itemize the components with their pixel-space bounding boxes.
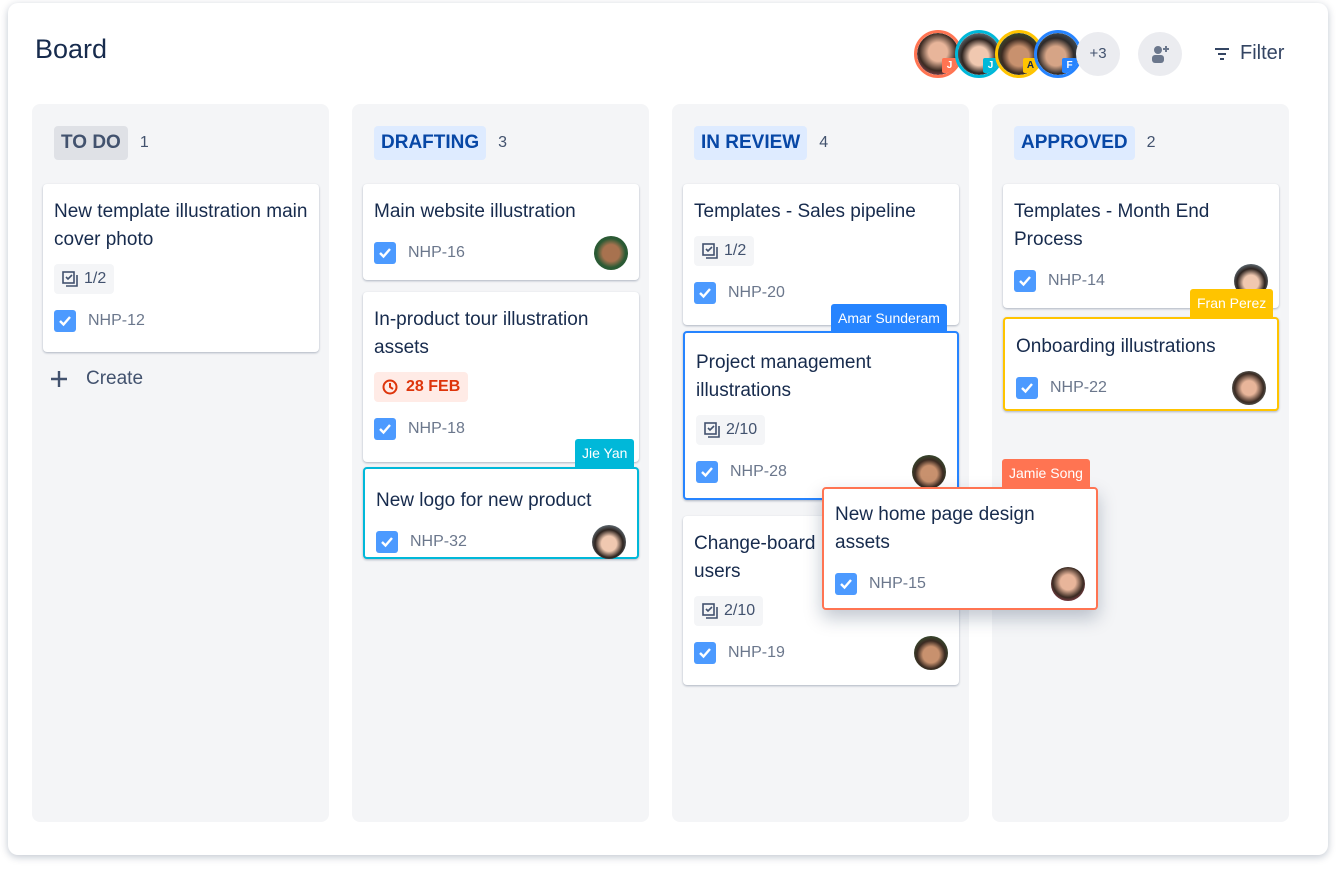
collaborator-cursor-label: Amar Sunderam (831, 304, 947, 332)
issue-key: NHP-18 (408, 420, 465, 437)
issue-card[interactable]: New template illustration main cover pho… (43, 184, 319, 352)
issue-card[interactable]: In-product tour illustration assets 28 F… (363, 292, 639, 462)
task-type-icon (694, 642, 716, 664)
dragged-issue-card[interactable]: New home page design assets NHP-15 (822, 487, 1098, 610)
plus-icon (51, 371, 67, 387)
column-title: IN REVIEW (694, 126, 808, 160)
avatar[interactable]: J (914, 30, 962, 78)
card-title: New home page design assets (835, 504, 1035, 553)
issue-card[interactable]: Templates - Month End Process NHP-14 (1003, 184, 1279, 308)
due-date-badge: 28 FEB (374, 372, 469, 402)
filter-icon (1215, 47, 1229, 60)
create-issue-button[interactable]: Create (50, 368, 143, 390)
task-type-icon (374, 242, 396, 264)
issue-card[interactable]: Onboarding illustrations NHP-22 (1003, 317, 1279, 411)
assignee-avatar[interactable] (594, 236, 628, 270)
card-title: Change-board users illustrations (694, 533, 816, 582)
issue-key: NHP-12 (88, 312, 145, 329)
checklist-icon (704, 422, 720, 438)
column-title: TO DO (54, 126, 128, 160)
checklist-badge: 2/10 (696, 415, 766, 445)
page-title: Board (35, 34, 108, 64)
task-type-icon (694, 282, 716, 304)
add-user-icon (1152, 46, 1169, 63)
assignee-avatar[interactable] (1051, 567, 1085, 601)
assignee-avatar[interactable] (914, 636, 948, 670)
assignee-avatar[interactable] (912, 455, 946, 489)
card-title: Templates - Month End Process (1014, 201, 1210, 250)
issue-card[interactable]: Project management illustrations 2/10 NH… (683, 331, 959, 500)
clock-icon (382, 379, 398, 395)
assignee-avatar[interactable] (1232, 371, 1266, 405)
more-collaborators-button[interactable]: +3 (1076, 32, 1120, 76)
issue-key: NHP-19 (728, 644, 785, 661)
task-type-icon (54, 310, 76, 332)
task-type-icon (835, 573, 857, 595)
card-title: Project management illustrations (696, 352, 872, 401)
collaborator-cursor-label: Jamie Song (1002, 459, 1090, 487)
collaborator-cursor-label: Fran Perez (1190, 289, 1274, 317)
column-title: APPROVED (1014, 126, 1135, 160)
issue-key: NHP-22 (1050, 379, 1107, 396)
card-title: In-product tour illustration assets (374, 309, 589, 358)
task-type-icon (696, 461, 718, 483)
card-title: New template illustration main cover pho… (54, 201, 308, 250)
card-title: New logo for new product (376, 490, 592, 511)
card-title: Onboarding illustrations (1016, 336, 1216, 357)
issue-key: NHP-15 (869, 575, 926, 592)
assignee-avatar[interactable] (592, 525, 626, 559)
issue-card[interactable]: Templates - Sales pipeline 1/2 NHP-20 (683, 184, 959, 325)
column-count: 3 (498, 134, 508, 151)
checklist-icon (702, 243, 718, 259)
column-count: 1 (139, 134, 149, 151)
column-count: 4 (819, 134, 829, 151)
column-title: DRAFTING (374, 126, 487, 160)
column-count: 2 (1146, 134, 1156, 151)
task-type-icon (1016, 377, 1038, 399)
issue-card[interactable]: Main website illustration NHP-16 (363, 184, 639, 280)
card-title: Templates - Sales pipeline (694, 201, 916, 222)
add-people-button[interactable] (1138, 32, 1182, 76)
checklist-badge: 2/10 (694, 596, 764, 626)
avatar[interactable]: F (1034, 30, 1082, 78)
filter-button[interactable]: Filter (1214, 42, 1284, 65)
task-type-icon (1014, 270, 1036, 292)
card-title: Main website illustration (374, 201, 576, 222)
task-type-icon (376, 531, 398, 553)
checklist-badge: 1/2 (694, 236, 755, 266)
issue-key: NHP-28 (730, 463, 787, 480)
checklist-badge: 1/2 (54, 264, 115, 294)
collaborator-cursor-label: Jie Yan (575, 439, 635, 467)
checklist-icon (62, 271, 78, 287)
issue-key: NHP-16 (408, 244, 465, 261)
issue-key: NHP-32 (410, 533, 467, 550)
issue-key: NHP-20 (728, 284, 785, 301)
issue-card[interactable]: New logo for new product NHP-32 (363, 467, 639, 559)
task-type-icon (374, 418, 396, 440)
checklist-icon (702, 603, 718, 619)
issue-key: NHP-14 (1048, 272, 1105, 289)
